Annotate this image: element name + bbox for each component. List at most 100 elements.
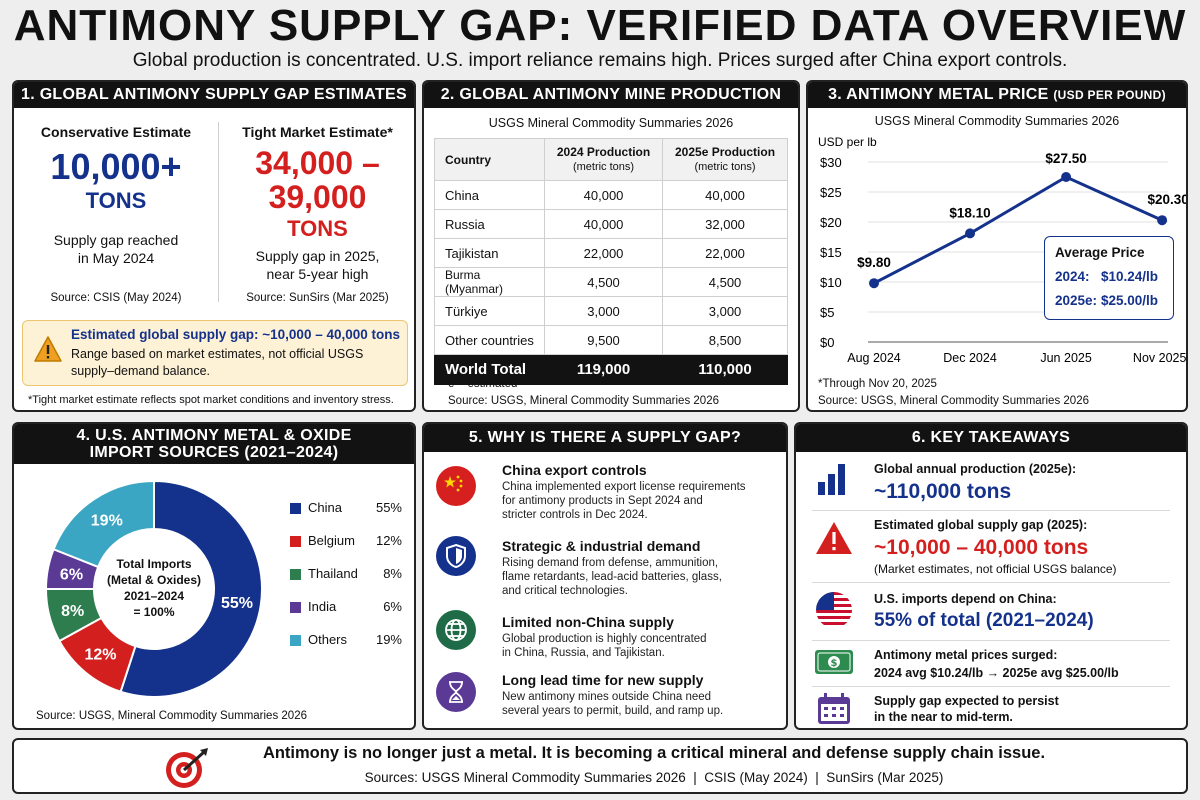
takeaway-production-value: ~110,000 tons (874, 480, 1012, 503)
takeaway-price-value: 2024 avg $10.24/lb → 2025e avg $25.00/lb (874, 666, 1119, 680)
us-flag-icon (816, 592, 852, 628)
takeaway-persist-line2: in the near to mid-term. (874, 710, 1013, 724)
separator (812, 686, 1170, 687)
reason-body: Rising demand from defense, ammunition, f… (502, 557, 722, 597)
globe-icon (436, 610, 476, 650)
tight-unit: TONS (287, 216, 348, 241)
donut-source: Source: USGS, Mineral Commodity Summarie… (36, 710, 307, 722)
separator (812, 640, 1170, 641)
y-tick-label: $25 (820, 185, 842, 200)
legend-swatch (290, 602, 301, 613)
donut-center-label: Total Imports (Metal & Oxides) 2021–2024 = … (106, 557, 202, 619)
conservative-desc2: in May 2024 (77, 250, 155, 266)
slice-label: 19% (91, 513, 123, 530)
takeaway-gap-value: ~10,000 – 40,000 tons (874, 536, 1089, 559)
panel-heading: 5. WHY IS THERE A SUPPLY GAP? (424, 424, 786, 452)
page-subtitle: Global production is concentrated. U.S. … (132, 50, 1068, 71)
footer-banner: Antimony is no longer just a metal. It i… (12, 738, 1188, 794)
legend-value: 55% (375, 500, 402, 515)
page-title: ANTIMONY SUPPLY GAP: VERIFIED DATA OVERV… (13, 1, 1187, 50)
tight-source: Source: SunSirs (Mar 2025) (246, 292, 389, 304)
legend-label: Belgium (308, 533, 355, 548)
y-tick-label: $30 (820, 155, 842, 170)
col-2024: 2024 Production (metric tons) (543, 138, 664, 181)
x-tick-label: Jun 2025 (1040, 351, 1091, 365)
slice-label: 55% (221, 595, 253, 612)
price-data-label: $9.80 (857, 255, 891, 270)
y-tick-label: $0 (820, 335, 834, 350)
takeaway-persist-line1: Supply gap expected to persist (874, 694, 1059, 708)
panel-heading: 1. GLOBAL ANTIMONY SUPPLY GAP ESTIMATES (14, 82, 414, 108)
legend-label: Thailand (308, 566, 358, 581)
y-tick-label: $15 (820, 245, 842, 260)
reason-body: Global production is highly concentrated… (502, 633, 707, 659)
avg-title: Average Price (1055, 245, 1145, 260)
y-tick-label: $5 (820, 305, 834, 320)
target-icon (166, 748, 208, 788)
tight-value-line1: 34,000 – (255, 145, 380, 181)
production-table: Country 2024 Production (metric tons) 202… (434, 138, 788, 385)
x-tick-label: Dec 2024 (943, 351, 997, 365)
tight-desc2: near 5-year high (266, 266, 369, 282)
takeaway-production-label: Global annual production (2025e): (874, 462, 1077, 476)
col-2025: 2025e Production (metric tons) (662, 138, 788, 181)
reason-title: Limited non-China supply (502, 614, 674, 630)
donut-slice (52, 479, 155, 569)
price-data-label: $20.30 (1147, 192, 1186, 207)
tight-desc1: Supply gap in 2025, (255, 248, 380, 264)
conservative-label: Conservative Estimate (40, 124, 192, 140)
panel-heading: 3. ANTIMONY METAL PRICE (USD PER POUND) (808, 82, 1186, 108)
legend-value: 6% (383, 599, 402, 614)
panel-heading: 6. KEY TAKEAWAYS (796, 424, 1186, 452)
supply-gap-estimates-panel: 1. GLOBAL ANTIMONY SUPPLY GAP ESTIMATES … (12, 80, 416, 412)
x-tick-label: Nov 2025* (1133, 351, 1186, 365)
note-body-line2: supply–demand balance. (71, 364, 210, 378)
price-data-label: $27.50 (1045, 151, 1086, 166)
conservative-source: Source: CSIS (May 2024) (50, 292, 182, 304)
table-row: Türkiye 3,000 3,000 (434, 296, 788, 326)
metal-price-panel: 3. ANTIMONY METAL PRICE (USD PER POUND) … (806, 80, 1188, 412)
note-title: Estimated global supply gap: ~10,000 – 4… (71, 327, 400, 342)
takeaway-price-label: Antimony metal prices surged: (874, 648, 1058, 662)
price-point (1061, 172, 1072, 182)
table-row: China 40,000 40,000 (434, 180, 788, 210)
table-source-top: USGS Mineral Commodity Summaries 2026 (488, 116, 734, 130)
calendar-icon (818, 693, 850, 724)
chart-footnote: *Through Nov 20, 2025 (818, 378, 937, 390)
legend-swatch (290, 569, 301, 580)
legend-swatch (290, 536, 301, 547)
takeaway-gap-note: (Market estimates, not official USGS bal… (874, 562, 1117, 576)
import-donut-chart: 55% 12% 8% 6% 19% (44, 479, 263, 698)
col-country: Country (434, 138, 545, 181)
conservative-desc1: Supply gap reached (53, 232, 179, 248)
price-point (965, 228, 976, 239)
panel-heading: 2. GLOBAL ANTIMONY MINE PRODUCTION (424, 82, 798, 108)
price-point (1157, 215, 1168, 226)
conservative-unit: TONS (85, 188, 147, 213)
chart-source: Source: USGS, Mineral Commodity Summarie… (818, 395, 1089, 407)
table-row: Russia 40,000 32,000 (434, 209, 788, 239)
reason-title: China export controls (502, 462, 647, 478)
avg-2024-label: 2024: (1055, 269, 1090, 284)
footnote: *Tight market estimate reflects spot mar… (28, 394, 394, 406)
bar-chart-icon (818, 464, 845, 495)
y-tick-label: $10 (820, 275, 842, 290)
shield-icon (436, 536, 476, 576)
table-header-row: Country 2024 Production (metric tons) 202… (434, 138, 788, 181)
conservative-value: 10,000+ (50, 146, 182, 187)
takeaway-imports-value: 55% of total (2021–2024) (874, 610, 1094, 631)
legend-label: Others (308, 632, 348, 647)
import-sources-panel: 4. U.S. ANTIMONY METAL & OXIDE IMPORT SOU… (12, 422, 416, 730)
divider (218, 122, 219, 302)
slice-label: 6% (60, 566, 83, 583)
average-price-box: Average Price 2024: $10.24/lb 2025e: $25… (1044, 236, 1174, 320)
chart-source-top: USGS Mineral Commodity Summaries 2026 (874, 114, 1120, 128)
takeaway-imports-label: U.S. imports depend on China: (874, 592, 1057, 606)
avg-2024-value: $10.24/lb (1101, 269, 1159, 284)
panel-heading: 4. U.S. ANTIMONY METAL & OXIDE IMPORT SOU… (14, 424, 414, 464)
tight-value-line2: 39,000 (268, 179, 367, 215)
price-point (869, 278, 879, 289)
table-row: Other countries 9,500 8,500 (434, 325, 788, 355)
price-data-label: $18.10 (949, 205, 990, 220)
china-flag-icon (436, 466, 476, 506)
